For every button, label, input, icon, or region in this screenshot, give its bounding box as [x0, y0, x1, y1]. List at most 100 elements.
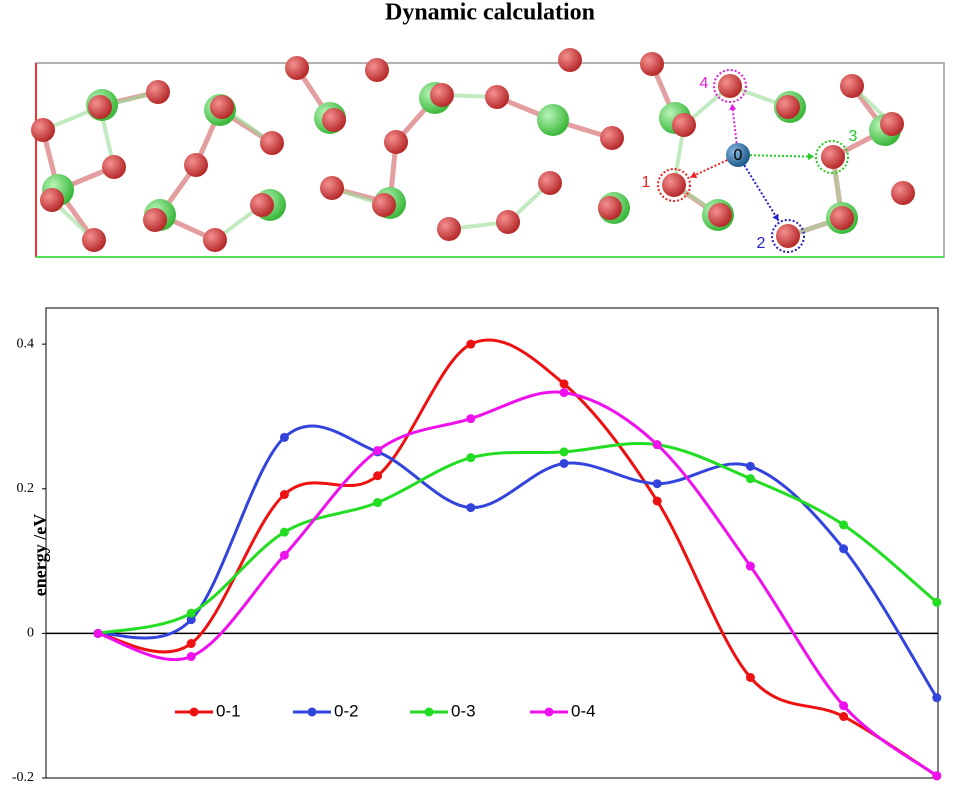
atom	[830, 206, 854, 230]
legend-label: 0-2	[334, 701, 359, 720]
atom	[718, 74, 742, 98]
data-point	[279, 550, 289, 560]
atom	[88, 95, 112, 119]
data-point	[373, 445, 383, 455]
data-point	[186, 615, 196, 625]
atom-label: 4	[700, 75, 709, 92]
atom-label: 3	[849, 128, 858, 145]
atom	[598, 196, 622, 220]
atom	[184, 153, 208, 177]
atom	[102, 155, 126, 179]
data-point	[559, 388, 569, 398]
arrow-head	[772, 213, 779, 221]
arrow-head	[729, 103, 737, 111]
target-ring	[771, 219, 805, 253]
atom	[880, 112, 904, 136]
atom	[558, 48, 582, 72]
atom	[320, 176, 344, 200]
atom	[538, 171, 562, 195]
atom	[260, 131, 284, 155]
data-point	[466, 503, 476, 513]
structure-image: 0 1 2 3 4	[31, 48, 945, 258]
data-point	[466, 339, 476, 349]
chart-title: Dynamic calculation	[385, 0, 595, 26]
data-point	[745, 474, 755, 484]
data-point	[839, 544, 849, 554]
data-point	[373, 498, 383, 508]
atom	[726, 143, 750, 167]
data-point	[839, 701, 849, 711]
data-point	[932, 771, 942, 781]
atom	[821, 145, 845, 169]
atom	[143, 208, 167, 232]
data-point	[186, 639, 196, 649]
arrow	[731, 103, 738, 144]
atom	[146, 80, 170, 104]
atom	[203, 228, 227, 252]
data-point	[466, 414, 476, 424]
data-point	[745, 461, 755, 471]
atom	[708, 203, 732, 227]
data-point	[559, 379, 569, 389]
data-point	[559, 447, 569, 457]
data-point	[279, 432, 289, 442]
target-ring	[713, 69, 747, 103]
legend-label: 0-3	[451, 701, 476, 720]
atom	[437, 217, 461, 241]
data-point	[932, 597, 942, 607]
data-point	[932, 693, 942, 703]
atom	[430, 83, 454, 107]
atom	[776, 95, 800, 119]
atom	[640, 52, 664, 76]
plot-area	[45, 307, 939, 779]
series-line	[97, 424, 939, 699]
atom	[840, 74, 864, 98]
arrow-head	[807, 152, 815, 161]
series-line	[97, 441, 938, 635]
data-point	[745, 672, 755, 682]
arrow	[689, 159, 728, 179]
data-point	[186, 652, 196, 662]
atom	[776, 224, 800, 248]
legend-swatch	[544, 707, 554, 717]
legend-label: 0-4	[571, 701, 596, 720]
data-point	[839, 712, 849, 722]
atom-label: 1	[642, 174, 651, 191]
data-point	[279, 490, 289, 500]
atom	[672, 113, 696, 137]
legend-swatch	[307, 707, 317, 717]
atom	[365, 58, 389, 82]
data-point	[93, 628, 103, 638]
atom	[82, 228, 106, 252]
atom	[496, 210, 520, 234]
atom	[662, 173, 686, 197]
atom	[250, 193, 274, 217]
atom	[372, 193, 396, 217]
atom	[31, 118, 55, 142]
data-point	[745, 561, 755, 571]
atom-label: 0	[734, 147, 743, 164]
legend-label: 0-1	[216, 701, 241, 720]
atom	[210, 95, 234, 119]
atom-label: 2	[757, 235, 766, 252]
data-point	[186, 608, 196, 618]
data-point	[652, 479, 662, 489]
y-tick-label: 0	[27, 626, 34, 641]
data-point	[652, 496, 662, 506]
data-point	[559, 458, 569, 468]
target-ring	[657, 168, 691, 202]
atom	[537, 104, 569, 136]
atom	[891, 181, 915, 205]
legend-swatch	[189, 707, 199, 717]
data-point	[373, 471, 383, 481]
y-axis-label: energy /eV	[30, 514, 50, 596]
target-ring	[815, 140, 849, 174]
arrow	[743, 164, 780, 222]
arrow-head	[690, 171, 698, 179]
data-point	[279, 527, 289, 537]
series-line	[97, 338, 938, 778]
atom	[384, 130, 408, 154]
y-tick-label: 0.4	[17, 336, 35, 351]
y-tick-label: -0.2	[12, 770, 34, 785]
